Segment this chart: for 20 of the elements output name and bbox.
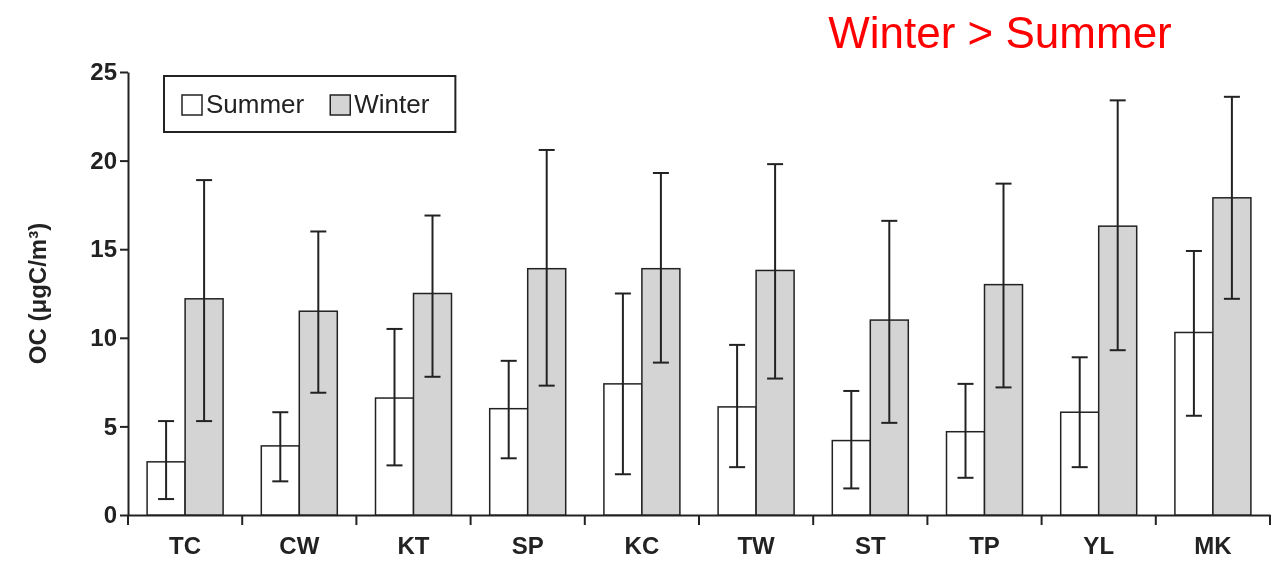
y-tick-label: 10: [90, 323, 117, 351]
legend-label: Winter: [354, 89, 430, 119]
x-tick-label: TC: [169, 532, 202, 560]
y-tick-label: 25: [90, 58, 117, 86]
x-tick-label: ST: [854, 532, 886, 560]
y-tick-label: 15: [90, 235, 117, 263]
y-axis-title: OC (μgC/m³): [24, 222, 51, 365]
x-tick-label: KT: [397, 532, 430, 560]
x-tick-label: MK: [1194, 532, 1233, 560]
legend-label: Summer: [206, 89, 305, 119]
y-tick-label: 0: [103, 501, 117, 529]
x-tick-label: KC: [624, 532, 660, 560]
x-tick-label: SP: [511, 532, 544, 560]
y-tick-label: 5: [103, 412, 117, 440]
y-tick-label: 20: [90, 146, 117, 174]
text: Winter > Summer: [828, 8, 1172, 57]
x-tick-label: TW: [737, 532, 776, 560]
x-tick-label: TP: [969, 532, 1000, 560]
x-tick-label: YL: [1083, 532, 1115, 560]
x-tick-label: CW: [279, 532, 320, 560]
